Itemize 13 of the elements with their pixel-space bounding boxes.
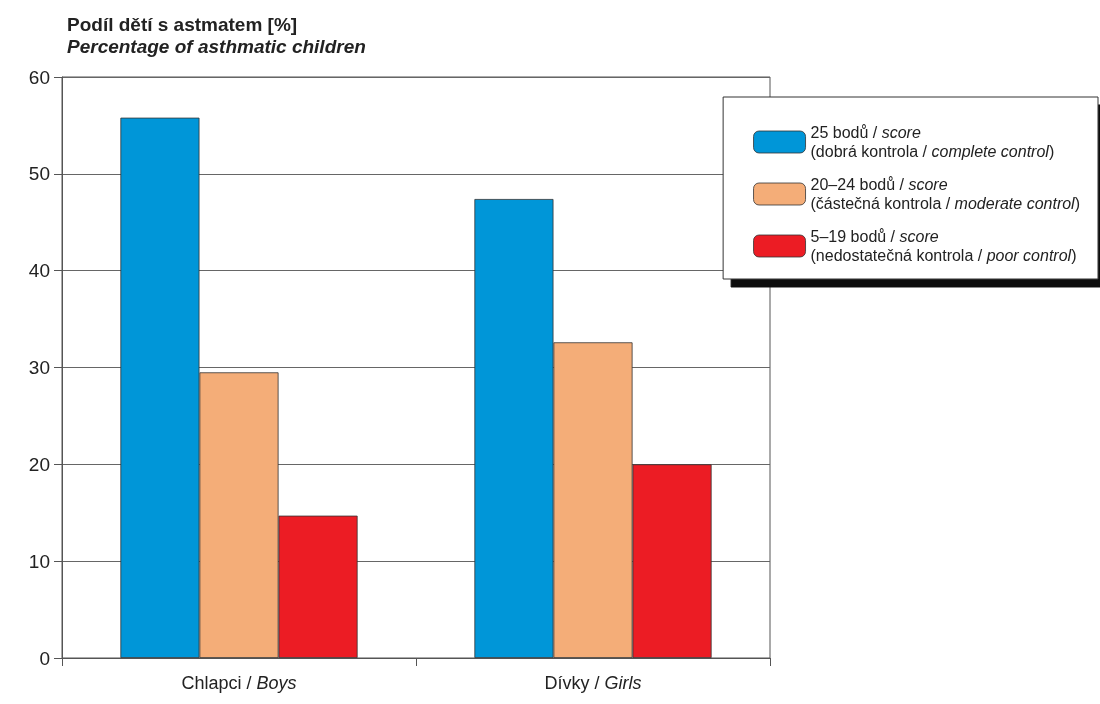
y-tick-label: 0 (39, 647, 50, 669)
legend-label: 20–24 bodů / score (částečná kontrola / moderate control) (810, 176, 1080, 212)
legend-label: 25 bodů / score (dobrá kontrola / complete control) (810, 124, 1055, 160)
y-tick-label: 20 (28, 453, 50, 475)
y-tick-label: 60 (28, 66, 50, 88)
y-tick-label: 40 (28, 260, 50, 282)
y-axis-title: Podíl dětí s astmatem [%] Percentage of asthmatic children (67, 13, 366, 57)
y-tick-label: 50 (28, 163, 50, 185)
legend-label: 5–19 bodů / score (nedostatečná kontrola / poor control) (810, 228, 1077, 264)
x-tick-label: Dívky / Girls (544, 673, 642, 693)
y-tick-label: 30 (28, 357, 50, 378)
y-tick-label: 10 (28, 550, 50, 572)
x-tick-label: Chlapci / Boys (181, 673, 297, 693)
